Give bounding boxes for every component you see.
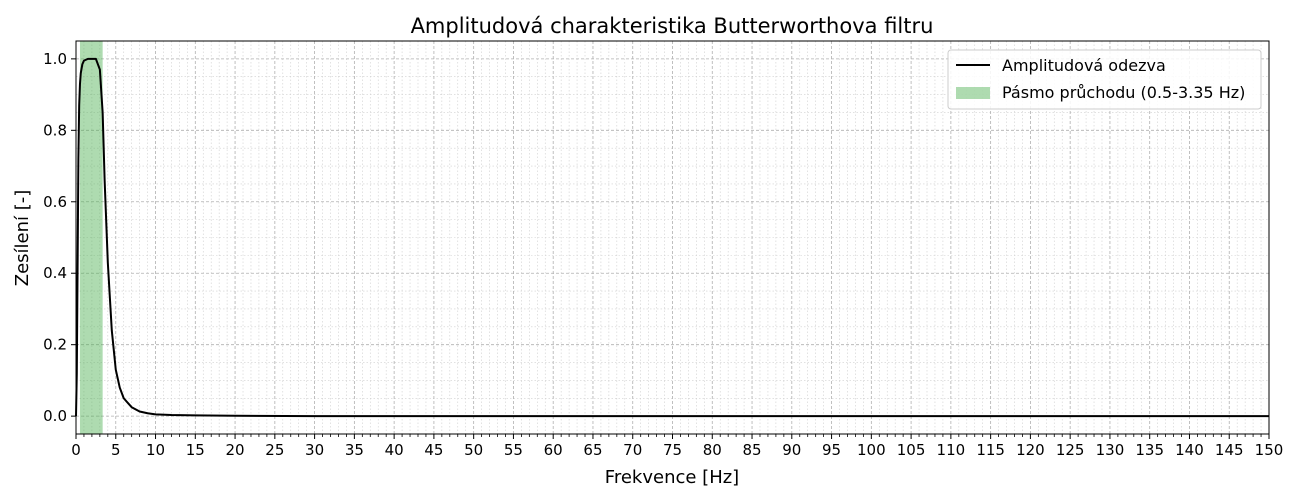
x-tick-label: 150 xyxy=(1255,441,1284,459)
y-tick-label: 0.6 xyxy=(43,193,67,211)
legend-box xyxy=(947,49,1262,110)
x-tick-label: 40 xyxy=(385,441,404,459)
x-tick-label: 85 xyxy=(742,441,761,459)
x-tick-label: 65 xyxy=(583,441,602,459)
x-tick-label: 115 xyxy=(976,441,1005,459)
x-tick-label: 5 xyxy=(111,441,121,459)
x-tick-label: 60 xyxy=(544,441,563,459)
passband-layer xyxy=(79,41,103,434)
x-tick-label: 135 xyxy=(1135,441,1164,459)
y-tick-label: 0.8 xyxy=(43,121,67,139)
x-tick-label: 25 xyxy=(265,441,284,459)
x-tick-label: 50 xyxy=(464,441,483,459)
x-tick-label: 90 xyxy=(782,441,801,459)
ticks: 0 5 10 15 20 25 30 35 40 45 50 55 60 65 70 75 80 85 90 95 10… xyxy=(43,50,1283,459)
legend-label-passband: Pásmo průchodu (0.5-3.35 Hz) xyxy=(1002,83,1245,102)
x-tick-label: 140 xyxy=(1175,441,1204,459)
x-tick-label: 145 xyxy=(1215,441,1244,459)
y-tick-label: 0.4 xyxy=(43,264,67,282)
x-tick-label: 80 xyxy=(703,441,722,459)
y-axis-label: Zesílení [-] xyxy=(12,190,33,287)
x-tick-label: 75 xyxy=(663,441,682,459)
y-tick-label: 0.0 xyxy=(43,407,67,425)
y-tick-label: 1.0 xyxy=(43,50,67,68)
x-tick-label: 55 xyxy=(504,441,523,459)
x-tick-label: 35 xyxy=(345,441,364,459)
y-tick-label: 0.2 xyxy=(43,336,67,354)
x-axis-label: Frekvence [Hz] xyxy=(605,467,739,488)
x-tick-label: 105 xyxy=(897,441,926,459)
x-tick-label: 100 xyxy=(857,441,886,459)
x-tick-label: 15 xyxy=(186,441,205,459)
x-tick-label: 10 xyxy=(146,441,165,459)
x-tick-label: 20 xyxy=(226,441,245,459)
x-tick-label: 110 xyxy=(937,441,966,459)
passband-region xyxy=(79,41,103,434)
x-tick-label: 45 xyxy=(424,441,443,459)
legend-swatch-band xyxy=(956,87,990,99)
x-tick-label: 70 xyxy=(623,441,642,459)
series-layer xyxy=(75,57,1269,418)
x-tick-label: 125 xyxy=(1056,441,1085,459)
legend: Amplitudová odezva Pásmo průchodu (0.5-3… xyxy=(947,49,1262,110)
x-tick-label: 95 xyxy=(822,441,841,459)
x-tick-label: 130 xyxy=(1096,441,1125,459)
x-tick-label: 30 xyxy=(305,441,324,459)
chart-title: Amplitudová charakteristika Butterwortho… xyxy=(411,14,934,38)
x-tick-label: 120 xyxy=(1016,441,1045,459)
legend-label-response: Amplitudová odezva xyxy=(1002,56,1166,75)
series-line-amplitude-response xyxy=(75,57,1269,418)
x-tick-label: 0 xyxy=(71,441,81,459)
grid xyxy=(75,40,1270,434)
